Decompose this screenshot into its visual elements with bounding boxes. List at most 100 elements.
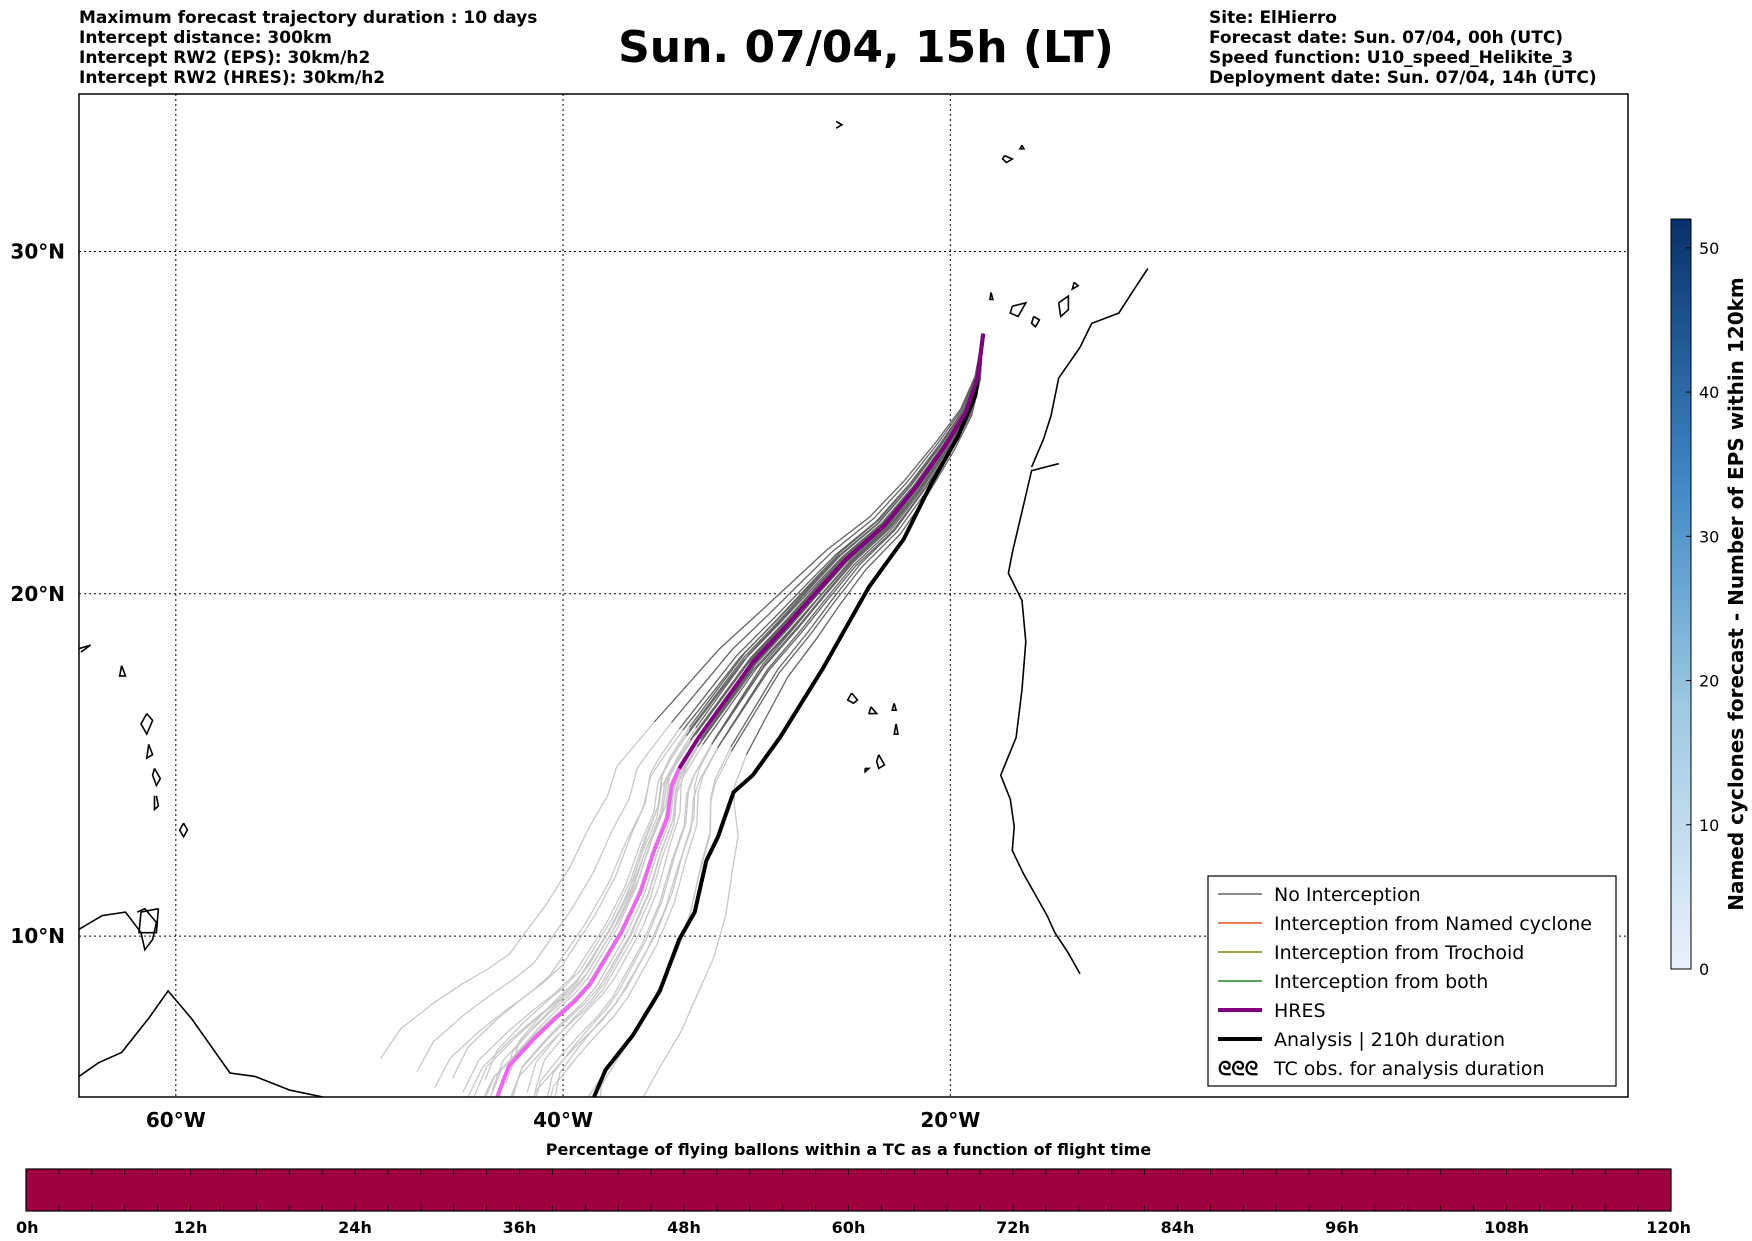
lon-tick-label: 60°W — [146, 1108, 206, 1132]
colorbar-bottom-tick-label: 24h — [338, 1218, 372, 1237]
colorbar-bottom-tick-label: 0h — [16, 1218, 39, 1237]
colorbar-right-label: Named cyclones forecast - Number of EPS … — [1724, 277, 1748, 911]
coastline-segment — [999, 462, 1081, 975]
colorbar-bottom-title: Percentage of flying ballons within a TC… — [546, 1140, 1152, 1159]
ensemble-trajectory-far — [484, 730, 690, 1081]
colorbar-right-tick-label: 20 — [1699, 672, 1719, 691]
lat-tick-label: 10°N — [10, 924, 65, 948]
intercept-eps-text: Intercept RW2 (EPS): 30km/h2 — [79, 48, 371, 68]
colorbar-right-tick-label: 50 — [1699, 239, 1719, 258]
ensemble-trajectory-far — [642, 754, 748, 1097]
colorbar-bottom-tick-label: 60h — [832, 1218, 866, 1237]
legend-label: HRES — [1274, 1000, 1326, 1022]
lon-tick-label: 40°W — [533, 1108, 593, 1132]
ensemble-trajectory-far — [433, 729, 684, 1089]
trajectories — [379, 333, 986, 1097]
coastline-segment — [1030, 268, 1149, 468]
colorbar-right-tick-label: 0 — [1699, 960, 1709, 979]
deployment-date-text: Deployment date: Sun. 07/04, 14h (UTC) — [1209, 68, 1597, 88]
axis-ticks: 60°W 40°W 20°W 30°N 20°N 10°N — [10, 239, 980, 1132]
colorbar-bottom-tick-label: 120h — [1646, 1218, 1691, 1237]
coastline-segment — [835, 120, 844, 129]
coastline-segment — [153, 795, 160, 812]
legend-label: Interception from Named cyclone — [1274, 913, 1592, 935]
colorbar-right: 0 10 20 30 40 50 Named cyclones forecast - Num… — [1670, 218, 1748, 979]
coastline-segment — [867, 706, 879, 715]
lat-tick-label: 30°N — [10, 239, 65, 263]
ensemble-trajectory-far — [549, 744, 720, 1097]
coastline-segment — [178, 822, 189, 839]
coastline-segment — [875, 754, 886, 770]
legend-tc-obs-symbol: ᘓᘓᘓ — [1218, 1058, 1258, 1080]
coastline-segment — [79, 644, 92, 653]
colorbar-bottom-tick-label: 48h — [667, 1218, 701, 1237]
intercept-distance-text: Intercept distance: 300km — [79, 28, 332, 48]
hres-trajectory — [677, 333, 986, 770]
coastline-segment — [864, 767, 872, 774]
ensemble-trajectory-far — [379, 721, 655, 1060]
ensemble-trajectory-far — [491, 735, 694, 1091]
legend-label: TC obs. for analysis duration — [1273, 1058, 1545, 1080]
coastline-segment — [1057, 294, 1070, 319]
coastline-segment — [989, 292, 994, 301]
ensemble-trajectory — [653, 333, 984, 723]
colorbar-bottom-tick-label: 36h — [503, 1218, 537, 1237]
ensemble-trajectory-far — [510, 744, 704, 1097]
coastline-segment — [138, 907, 160, 934]
map-frame — [78, 93, 1629, 1098]
ensemble-trajectory — [682, 333, 984, 731]
colorbar-bottom-tick-label: 84h — [1161, 1218, 1195, 1237]
max-duration-text: Maximum forecast trajectory duration : 1… — [79, 8, 538, 28]
legend-label: No Interception — [1274, 884, 1421, 906]
ensemble-trajectory-far — [533, 747, 719, 1097]
colorbar-bottom-fill — [25, 1168, 1672, 1212]
speed-function-text: Speed function: U10_speed_Helikite_3 — [1209, 48, 1574, 68]
page-title: Sun. 07/04, 15h (LT) — [618, 22, 1114, 73]
ensemble-trajectory — [730, 333, 984, 752]
forecast-date-text: Forecast date: Sun. 07/04, 00h (UTC) — [1209, 28, 1564, 48]
colorbar-bottom-tick-label: 96h — [1325, 1218, 1359, 1237]
colorbar-bottom-tick-label: 72h — [996, 1218, 1030, 1237]
site-text: Site: ElHierro — [1209, 8, 1337, 28]
header-info-right: Site: ElHierro Forecast date: Sun. 07/04… — [1209, 8, 1597, 88]
coastline-segment — [79, 907, 158, 952]
map-area[interactable]: 60°W 40°W 20°W 30°N 20°N 10°N No Interception… — [10, 93, 1629, 1136]
coastline-segment — [846, 692, 859, 705]
coastline-segment — [1001, 154, 1015, 164]
colorbar-right-tick-label: 30 — [1699, 527, 1719, 546]
colorbar-bottom-tick-label: 12h — [174, 1218, 208, 1237]
legend-box — [1207, 875, 1617, 1087]
coastline-segment — [118, 665, 127, 677]
coastline-segment — [1070, 281, 1080, 291]
coastline-segment — [891, 703, 898, 711]
coastline-segment — [1030, 315, 1041, 329]
coastline-segment — [140, 713, 154, 736]
lat-tick-label: 20°N — [10, 582, 65, 606]
ensemble-trajectory-far — [467, 739, 691, 1097]
ensemble-trajectory-far — [473, 734, 696, 1097]
ensemble-trajectory-far — [416, 722, 673, 1073]
legend-label: Interception from both — [1274, 971, 1488, 993]
legend-label: Analysis | 210h duration — [1274, 1029, 1505, 1051]
colorbar-right-tick-label: 40 — [1699, 383, 1719, 402]
ensemble-trajectory-far — [554, 737, 716, 1097]
coastline-segment — [145, 744, 154, 760]
ensemble-trajectory-far — [462, 735, 688, 1093]
colorbar-right-gradient — [1670, 218, 1692, 970]
coastline-segment — [151, 768, 162, 788]
legend: No Interception Interception from Named c… — [1207, 875, 1617, 1087]
ensemble-trajectory — [671, 333, 984, 723]
colorbar-bottom-tick-label: 108h — [1484, 1218, 1529, 1237]
legend-label: Interception from Trochoid — [1274, 942, 1524, 964]
lon-tick-label: 20°W — [920, 1108, 980, 1132]
ensemble-trajectory-far — [510, 740, 703, 1097]
ensemble-trajectory-far — [452, 728, 681, 1079]
intercept-hres-text: Intercept RW2 (HRES): 30km/h2 — [79, 68, 386, 88]
coastline-segment — [1009, 301, 1028, 318]
ensemble-trajectory — [745, 333, 984, 755]
coastlines — [79, 120, 1149, 1097]
coastline-segment — [1018, 144, 1026, 150]
ensemble-trajectory-far — [535, 743, 713, 1097]
header-info-left: Maximum forecast trajectory duration : 1… — [79, 8, 537, 88]
